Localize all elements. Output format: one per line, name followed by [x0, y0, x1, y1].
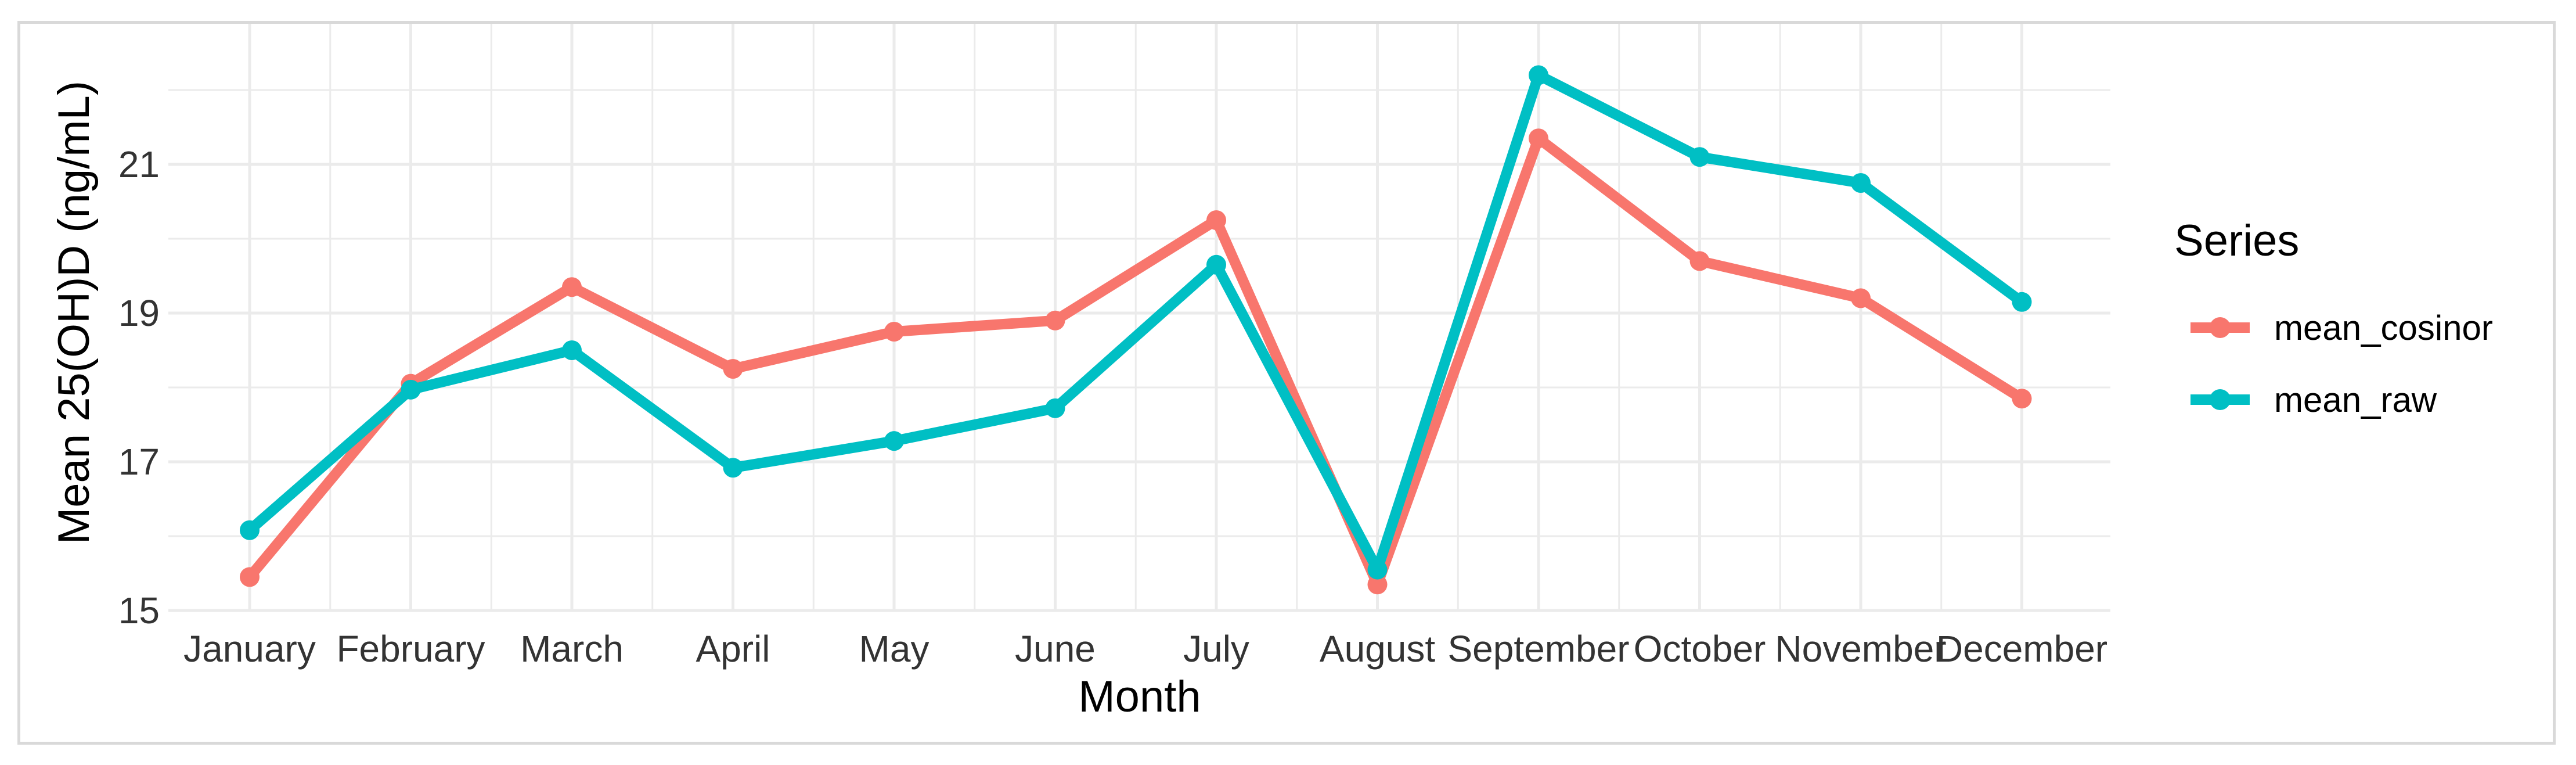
x-tick-label: June — [1015, 628, 1096, 670]
series-line — [244, 133, 2027, 590]
legend: Series mean_cosinor mean_raw — [2174, 216, 2493, 419]
chart-frame: 15 17 19 21 January February March April May Jun… — [17, 21, 2556, 745]
data-point — [1529, 65, 1548, 85]
x-tick-label: January — [183, 628, 316, 670]
y-tick-label: 17 — [118, 441, 160, 483]
x-tick-label: October — [1634, 628, 1766, 670]
y-axis-title: Mean 25(OH)D (ng/mL) — [49, 81, 99, 544]
data-point — [1045, 398, 1065, 418]
x-tick-label: February — [336, 628, 485, 670]
data-point — [1206, 210, 1226, 230]
legend-items: mean_cosinor mean_raw — [2190, 308, 2493, 419]
data-point — [240, 520, 260, 540]
data-point — [1206, 254, 1226, 275]
legend-label: mean_cosinor — [2274, 308, 2493, 347]
x-tick-label: September — [1447, 628, 1629, 670]
y-axis-ticks: 15 17 19 21 — [118, 143, 160, 631]
data-point — [1689, 147, 1710, 167]
x-tick-label: December — [1936, 628, 2107, 670]
x-tick-label: November — [1775, 628, 1946, 670]
data-point — [723, 458, 743, 478]
data-point — [1851, 288, 1871, 308]
legend-label: mean_raw — [2274, 380, 2437, 419]
series-mean_cosinor — [240, 128, 2032, 595]
x-tick-label: May — [859, 628, 929, 670]
data-point — [562, 277, 582, 297]
x-tick-label: April — [696, 628, 770, 670]
x-tick-label: March — [520, 628, 624, 670]
legend-title: Series — [2174, 216, 2299, 265]
legend-item-mean_cosinor: mean_cosinor — [2190, 308, 2493, 347]
data-point — [2012, 292, 2032, 312]
y-tick-label: 15 — [118, 590, 160, 631]
legend-key-point — [2210, 317, 2231, 338]
data-point — [884, 431, 904, 451]
data-point — [884, 322, 904, 342]
data-point — [1367, 574, 1388, 595]
data-point — [1689, 251, 1710, 271]
x-tick-label: August — [1320, 628, 1435, 670]
legend-item-mean_raw: mean_raw — [2190, 380, 2437, 419]
data-point — [1367, 559, 1388, 580]
series-layer — [240, 65, 2032, 595]
data-point — [723, 359, 743, 379]
x-axis-ticks: January February March April May June July Augu… — [183, 628, 2107, 670]
y-tick-label: 21 — [118, 143, 160, 185]
data-point — [1529, 128, 1548, 149]
y-tick-label: 19 — [118, 292, 160, 334]
data-point — [401, 379, 421, 400]
grid — [168, 24, 2110, 612]
data-point — [240, 567, 260, 587]
data-point — [1045, 310, 1065, 331]
data-point — [2012, 389, 2032, 409]
x-axis-title: Month — [1078, 672, 1201, 721]
data-point — [1851, 173, 1871, 193]
x-tick-label: July — [1183, 628, 1249, 670]
data-point — [562, 340, 582, 360]
series-line — [244, 70, 2027, 575]
line-chart: 15 17 19 21 January February March April May Jun… — [49, 24, 2493, 721]
legend-key-point — [2210, 389, 2231, 410]
series-mean_raw — [240, 65, 2032, 580]
